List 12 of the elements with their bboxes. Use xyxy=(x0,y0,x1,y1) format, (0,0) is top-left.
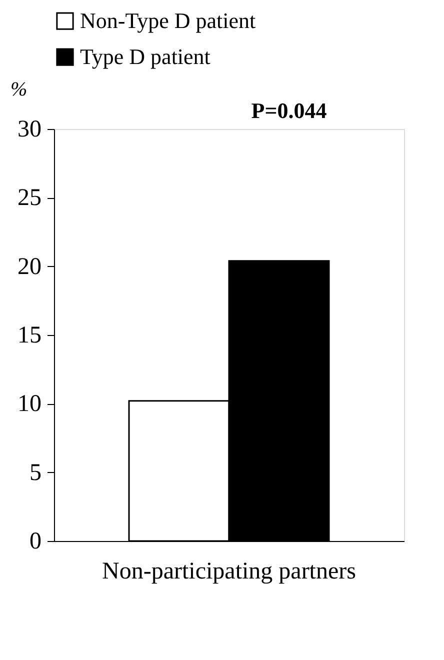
y-tick-label: 15 xyxy=(18,322,42,348)
x-tick-label: Non-participating partners xyxy=(102,558,356,584)
text: P=0.044 xyxy=(251,98,327,123)
y-tick-label: 25 xyxy=(18,185,42,212)
y-tick-label: 5 xyxy=(30,460,42,486)
y-tick-label: 20 xyxy=(18,254,42,280)
y-tick-label: 10 xyxy=(18,391,42,418)
y-axis-title: % xyxy=(10,78,28,100)
legend-label: Type D patient xyxy=(80,44,210,69)
legend-label: Non-Type D patient xyxy=(80,8,256,33)
y-tick-label: 30 xyxy=(18,116,42,142)
y-tick-label: 0 xyxy=(30,528,42,554)
